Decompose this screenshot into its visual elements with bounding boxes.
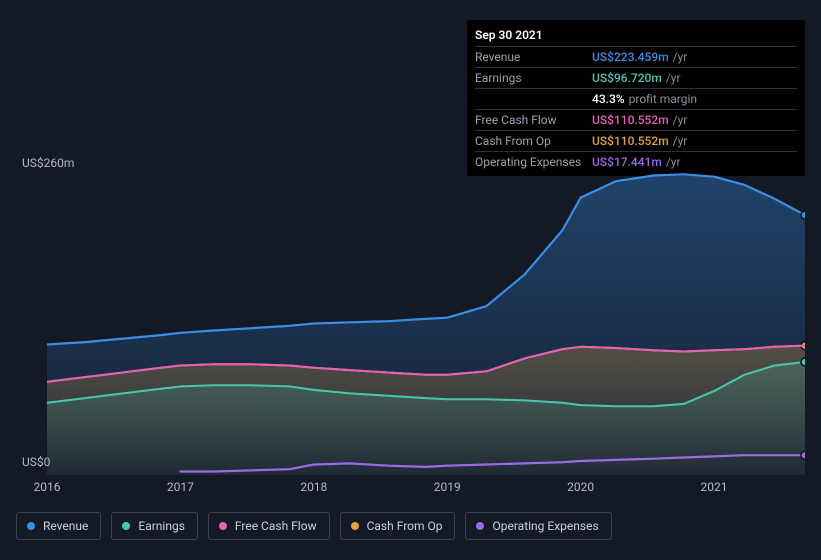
tooltip-row-value: US$96.720m xyxy=(592,71,662,85)
x-axis-tick: 2020 xyxy=(567,480,594,494)
tooltip-row-unit: profit margin xyxy=(629,92,697,106)
x-axis-tick: 2018 xyxy=(300,480,327,494)
tooltip-row-label: Revenue xyxy=(475,50,592,64)
legend-dot-icon xyxy=(122,522,130,530)
tooltip-row: RevenueUS$223.459m/yr xyxy=(475,46,797,67)
tooltip-row: Operating ExpensesUS$17.441m/yr xyxy=(475,151,797,172)
tooltip-row-unit: /yr xyxy=(666,71,681,85)
tooltip-row: EarningsUS$96.720m/yr xyxy=(475,67,797,88)
tooltip-row-unit: /yr xyxy=(673,134,688,148)
series-end-dot-operating-expenses xyxy=(801,451,805,459)
series-end-dot-revenue xyxy=(801,211,805,219)
tooltip-row: Cash From OpUS$110.552m/yr xyxy=(475,130,797,151)
legend-item-label: Revenue xyxy=(43,519,88,533)
tooltip-row-label: Operating Expenses xyxy=(475,155,592,169)
legend-dot-icon xyxy=(219,522,227,530)
tooltip-row-label: Cash From Op xyxy=(475,134,592,148)
chart-svg xyxy=(47,172,805,475)
y-axis-max-label: US$260m xyxy=(22,156,74,170)
legend-dot-icon xyxy=(476,522,484,530)
legend-item-label: Cash From Op xyxy=(367,519,443,533)
series-end-dot-earnings xyxy=(801,358,805,366)
legend-item-label: Earnings xyxy=(138,519,185,533)
tooltip-row-value: US$110.552m xyxy=(592,113,669,127)
x-axis-tick: 2019 xyxy=(434,480,461,494)
tooltip-card: Sep 30 2021 RevenueUS$223.459m/yrEarning… xyxy=(467,20,805,176)
legend-item-operating-expenses[interactable]: Operating Expenses xyxy=(465,512,611,540)
legend-item-revenue[interactable]: Revenue xyxy=(16,512,101,540)
tooltip-row-unit: /yr xyxy=(673,50,688,64)
legend-dot-icon xyxy=(351,522,359,530)
tooltip-row-unit: /yr xyxy=(666,155,681,169)
legend-item-earnings[interactable]: Earnings xyxy=(111,512,198,540)
tooltip-row-label: Earnings xyxy=(475,71,592,85)
legend-dot-icon xyxy=(27,522,35,530)
tooltip-row-value: 43.3% xyxy=(592,92,625,106)
legend-item-free-cash-flow[interactable]: Free Cash Flow xyxy=(208,512,330,540)
x-axis-tick: 2021 xyxy=(701,480,728,494)
tooltip-row-unit: /yr xyxy=(673,113,688,127)
tooltip-date: Sep 30 2021 xyxy=(475,26,797,46)
x-axis-tick: 2016 xyxy=(34,480,61,494)
x-axis-tick: 2017 xyxy=(167,480,194,494)
legend: Revenue Earnings Free Cash Flow Cash From O… xyxy=(16,512,612,540)
chart-plot-area[interactable] xyxy=(47,172,805,475)
tooltip-row-value: US$17.441m xyxy=(592,155,662,169)
legend-item-label: Operating Expenses xyxy=(492,519,598,533)
legend-item-cash-from-op[interactable]: Cash From Op xyxy=(340,512,456,540)
legend-item-label: Free Cash Flow xyxy=(235,519,317,533)
x-axis: 201620172018201920202021 xyxy=(47,480,805,496)
tooltip-row-label: Free Cash Flow xyxy=(475,113,592,127)
tooltip-row-value: US$110.552m xyxy=(592,134,669,148)
tooltip-row: Free Cash FlowUS$110.552m/yr xyxy=(475,109,797,130)
tooltip-row-value: US$223.459m xyxy=(592,50,669,64)
tooltip-row: 43.3% profit margin xyxy=(475,88,797,109)
